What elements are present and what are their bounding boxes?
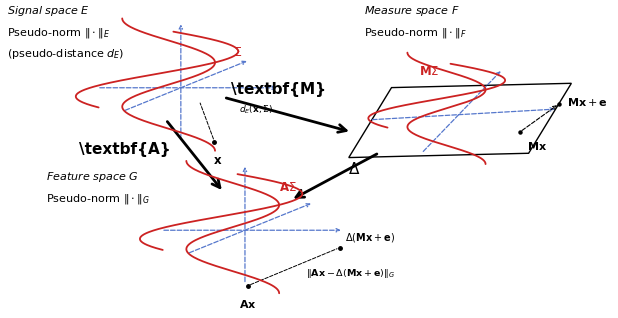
Text: $\mathbf{Mx}+\mathbf{e}$: $\mathbf{Mx}+\mathbf{e}$ (567, 96, 607, 108)
Text: \textbf{M}: \textbf{M} (231, 82, 326, 97)
Text: $d_E(\mathbf{x},\Sigma)$: $d_E(\mathbf{x},\Sigma)$ (239, 104, 273, 116)
Text: $\mathbf{M}\Sigma$: $\mathbf{M}\Sigma$ (419, 65, 439, 78)
Text: $\mathbf{x}$: $\mathbf{x}$ (213, 154, 222, 167)
Text: Pseudo-norm $\|\cdot\|_F$: Pseudo-norm $\|\cdot\|_F$ (364, 26, 467, 40)
Text: $\mathbf{A}\Sigma$: $\mathbf{A}\Sigma$ (279, 181, 296, 194)
Text: (pseudo-distance $d_E$): (pseudo-distance $d_E$) (7, 47, 124, 61)
Text: $\Delta$: $\Delta$ (347, 161, 360, 176)
Text: Feature space $G$: Feature space $G$ (46, 170, 139, 184)
Text: $\|\mathbf{Ax}-\Delta(\mathbf{Mx}+\mathbf{e})\|_G$: $\|\mathbf{Ax}-\Delta(\mathbf{Mx}+\mathb… (306, 267, 395, 280)
Text: Measure space $F$: Measure space $F$ (364, 4, 460, 18)
Text: Signal space $E$: Signal space $E$ (7, 4, 90, 18)
Text: $\Delta(\mathbf{Mx}+\mathbf{e})$: $\Delta(\mathbf{Mx}+\mathbf{e})$ (344, 231, 394, 244)
Text: $\Sigma$: $\Sigma$ (233, 46, 242, 59)
Text: $\mathbf{Ax}$: $\mathbf{Ax}$ (239, 298, 257, 310)
Text: \textbf{A}: \textbf{A} (79, 142, 171, 157)
Text: Pseudo-norm $\|\cdot\|_E$: Pseudo-norm $\|\cdot\|_E$ (7, 26, 110, 40)
Text: $\mathbf{Mx}$: $\mathbf{Mx}$ (527, 140, 547, 152)
Text: Pseudo-norm $\|\cdot\|_G$: Pseudo-norm $\|\cdot\|_G$ (46, 192, 150, 206)
